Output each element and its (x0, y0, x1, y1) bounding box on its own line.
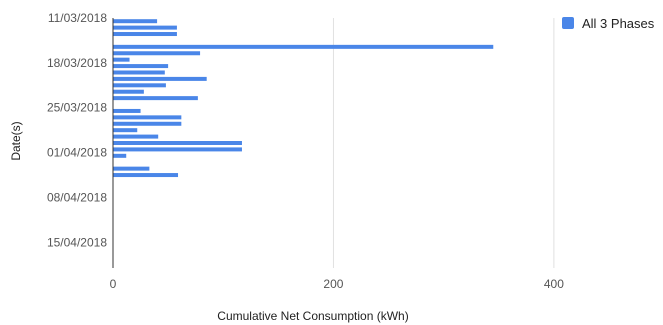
legend-label: All 3 Phases (582, 16, 655, 31)
bar-2018-03-19 (113, 70, 165, 75)
y-tick-label: 18/03/2018 (47, 56, 107, 70)
bar-2018-03-23 (113, 96, 198, 101)
bar-2018-03-29 (113, 134, 159, 139)
bar-2018-03-22 (113, 89, 144, 94)
bar-series (113, 19, 494, 178)
bar-2018-03-18 (113, 64, 169, 69)
y-tick-label: 15/04/2018 (47, 235, 107, 249)
bar-2018-03-28 (113, 128, 138, 133)
gridlines (332, 18, 555, 268)
x-tick-label: 200 (323, 277, 343, 291)
bar-2018-04-03 (113, 166, 150, 171)
legend: All 3 Phases (562, 16, 655, 31)
bar-2018-03-15 (113, 44, 494, 49)
bar-2018-04-01 (113, 153, 127, 158)
bar-2018-03-11 (113, 19, 158, 24)
y-tick-labels: 11/03/2018 18/03/2018 25/03/2018 01/04/2018… (47, 11, 107, 249)
bar-2018-03-12 (113, 25, 177, 30)
x-tick-labels: 0 200 400 (110, 277, 565, 291)
legend-swatch (562, 17, 574, 29)
bar-2018-04-04 (113, 173, 179, 178)
y-tick-label: 08/04/2018 (47, 190, 107, 204)
x-axis-title: Cumulative Net Consumption (kWh) (217, 309, 408, 323)
bar-2018-03-20 (113, 76, 207, 81)
bar-2018-03-17 (113, 57, 130, 62)
bar-2018-03-27 (113, 121, 182, 126)
x-tick-label: 400 (544, 277, 564, 291)
y-tick-label: 11/03/2018 (48, 11, 107, 25)
y-tick-label: 25/03/2018 (47, 101, 107, 115)
bar-2018-03-26 (113, 115, 182, 120)
bar-2018-03-21 (113, 83, 166, 88)
bar-2018-03-13 (113, 32, 177, 37)
bar-2018-03-16 (113, 51, 201, 56)
bar-2018-03-31 (113, 147, 242, 152)
y-axis-title: Date(s) (9, 121, 23, 160)
bar-2018-03-25 (113, 108, 141, 113)
bar-2018-03-30 (113, 141, 242, 145)
y-tick-label: 01/04/2018 (47, 146, 107, 160)
x-tick-label: 0 (110, 277, 117, 291)
